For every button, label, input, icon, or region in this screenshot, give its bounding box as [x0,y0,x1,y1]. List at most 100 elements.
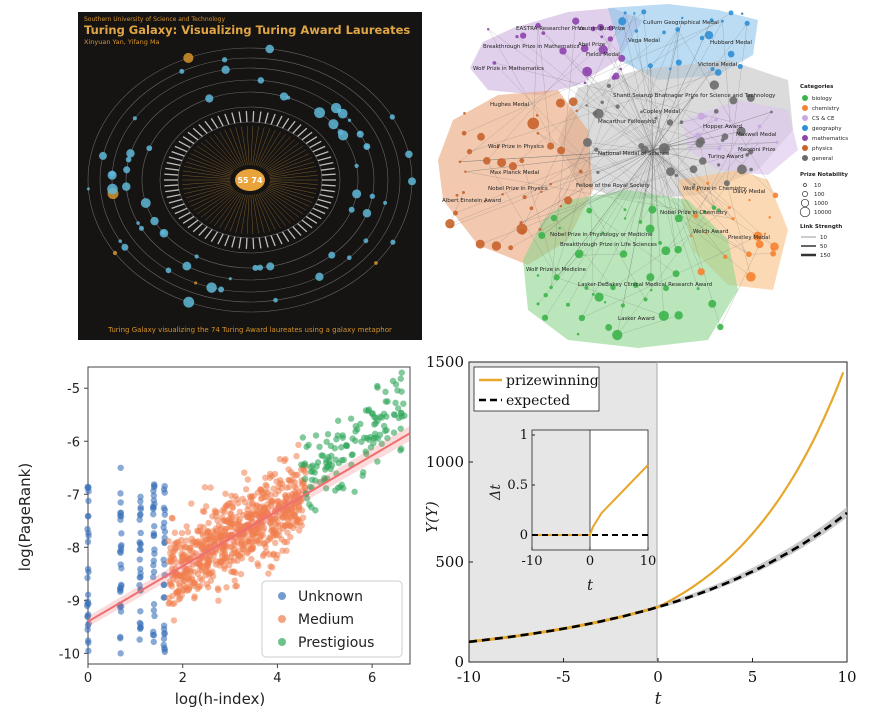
network-node [750,146,754,150]
network-node [538,232,546,239]
network-edge [652,149,692,237]
label-victoria: Victoria Medal [698,62,738,68]
galaxy-star [194,281,198,285]
scatter-point-medium [266,474,274,481]
scatter-point-medium [299,514,307,521]
legend-categories: biology chemistry CS & CE geography mathemat… [802,95,848,162]
laureate-name-mark [287,228,296,240]
laureate-name-mark [264,236,269,248]
network-edge [652,149,705,213]
network-node [717,163,721,167]
scatter-point-medium [196,562,204,569]
galaxy-star [179,68,185,74]
laureate-ray [258,193,281,229]
network-node [713,109,719,114]
growth-ytick-label: 500 [435,553,464,571]
network-node [753,231,763,241]
network-edge [615,75,654,151]
label-davy: Davy Medal [733,189,766,195]
network-node [748,198,751,202]
scatter-point-medium [215,597,222,604]
network-edge [650,149,654,278]
galaxy-star [205,94,214,103]
network-node [675,27,681,32]
network-node [611,75,617,80]
scatter-point-unknown [150,562,157,569]
scatter-point-medium [282,456,289,463]
laureate-name-mark [301,131,313,141]
laureate-name-mark [192,223,203,233]
laureate-ray [260,192,286,227]
scatter-point-medium [287,533,294,541]
laureate-name-mark [281,231,290,242]
network-edge [612,207,730,288]
laureate-ray [269,166,316,177]
network-node [519,158,525,164]
scatter-point-medium [264,489,271,496]
scatter-point-unknown [84,626,91,633]
network-node [723,180,730,187]
galaxy-star [364,144,370,149]
network-node [757,124,762,129]
galaxy-star [252,264,259,271]
legend-category-label: general [812,156,833,162]
network-node [603,301,607,304]
network-edge [486,48,585,161]
orbit-ring [159,106,341,254]
network-edge [494,62,731,122]
orbit-ring [125,79,375,281]
network-edge [451,149,654,227]
network-node [623,217,627,220]
scatter-point-medium [207,577,215,584]
galaxy-star [369,193,376,199]
network-edge [521,149,654,223]
galaxy-caption: Turing Galaxy visualizing the 74 Turing … [107,326,392,334]
scatter-point-unknown [160,486,168,493]
expected-band [658,507,847,609]
network-edge [720,244,760,328]
network-node [549,182,552,186]
scatter-point-medium [273,478,280,485]
scatter-point-prestigious [371,430,379,437]
network-node [690,234,693,238]
legend-strength-label: 50 [820,244,827,250]
scatter-xtick-label: 0 [84,671,92,686]
galaxy-star [348,206,355,213]
network-edge [521,12,626,230]
network-node [477,132,485,141]
laureate-name-mark [245,111,248,123]
scatter-point-medium [239,524,246,531]
scatter-xtick-label: 2 [179,671,187,686]
network-edge [537,25,551,147]
network-node [455,193,459,197]
laureate-name-mark [317,156,332,162]
network-node [458,160,462,164]
network-node [540,190,543,193]
scatter-point-prestigious [335,459,343,467]
label-nobel-chemistry: Nobel Prize in Chemistry [660,210,728,216]
scatter-point-medium [265,570,272,577]
inset-prizewinning-line [532,464,649,536]
legend-category-label: physics [812,146,833,152]
scatter-point-medium [257,486,264,494]
laureate-name-mark [178,211,191,220]
network-edge [573,101,654,151]
laureate-name-mark [270,113,276,125]
network-node [634,29,639,33]
laureate-ray [185,184,232,199]
network-node [600,35,604,39]
network-edge [459,11,644,162]
network-edge [488,29,646,300]
scatter-point-medium [272,539,279,547]
scatter-point-medium [175,596,182,603]
scatter-point-medium [281,492,289,499]
network-edge [541,149,654,236]
network-edge [652,149,677,251]
galaxy-star [99,151,107,160]
network-edge [623,149,654,255]
legend-categories-title: Categories [800,84,834,90]
label-turing: Turing Award [707,154,744,160]
scatter-point-unknown [151,482,158,489]
laureate-ray [269,170,318,178]
